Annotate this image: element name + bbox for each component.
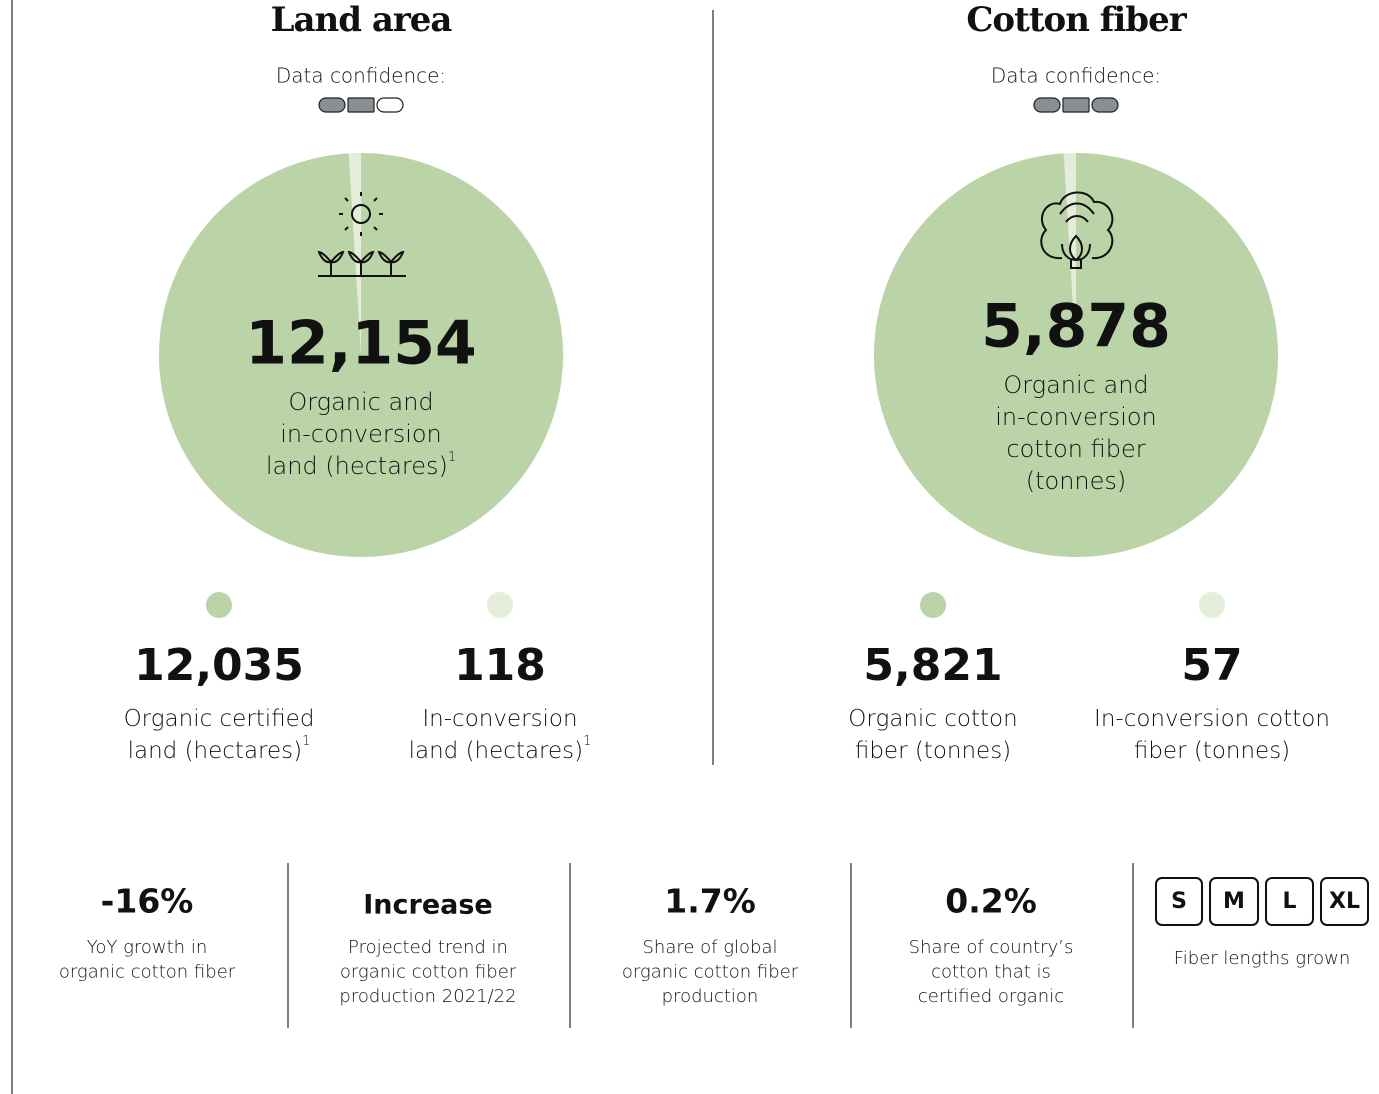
panel-title: Cotton fiber <box>966 0 1187 40</box>
total-value: 12,154 <box>245 309 477 379</box>
fiber-length-label: S <box>1171 889 1187 914</box>
caption-text: organic cotton fiber <box>622 962 799 983</box>
confidence-segment <box>376 97 404 113</box>
stat-value: 0.2% <box>945 882 1037 921</box>
caption-line: Organic and <box>1003 371 1148 399</box>
fiber-length-box <box>1209 877 1259 926</box>
caption-text: Organic and <box>1003 371 1148 399</box>
caption-text: Organic and <box>288 388 433 416</box>
fiber-length-label: L <box>1282 889 1296 914</box>
pie-slice <box>159 153 564 557</box>
cotton-icon <box>1040 191 1114 269</box>
caption-text: In-conversion <box>422 706 577 732</box>
caption-text: YoY growth in <box>87 937 207 958</box>
panel-title: Land area <box>271 0 453 40</box>
caption-text: Share of country’s <box>909 937 1074 958</box>
caption-line: In-conversion cotton <box>1094 706 1330 732</box>
caption-text: fiber (tonnes) <box>855 738 1011 764</box>
confidence-label: Data confidence: <box>991 64 1161 88</box>
caption-line: Share of global <box>642 937 777 958</box>
confidence-label: Data confidence: <box>276 64 446 88</box>
confidence-segment <box>347 97 375 113</box>
footnote: 1 <box>302 734 310 749</box>
caption-text: production <box>662 986 759 1007</box>
caption-line: fiber (tonnes) <box>1134 738 1290 764</box>
caption-text: Organic cotton <box>848 706 1017 732</box>
legend-dot <box>1199 592 1225 618</box>
caption-line: cotton fiber <box>1006 435 1145 463</box>
caption-line: land (hectares)1 <box>266 450 456 481</box>
stat-value: -16% <box>101 882 194 921</box>
fiber-length-box <box>1155 877 1203 926</box>
stat-value: 1.7% <box>664 882 756 921</box>
caption-line: production <box>662 986 759 1007</box>
caption-line: certified organic <box>918 986 1064 1007</box>
caption-text: certified organic <box>918 986 1064 1007</box>
confidence-segment <box>1062 97 1090 113</box>
caption-line: Projected trend in <box>348 937 508 958</box>
caption-text: fiber (tonnes) <box>1134 738 1290 764</box>
caption-text: land (hectares) <box>409 738 584 764</box>
caption-text: cotton fiber <box>1006 435 1145 463</box>
caption-text: (tonnes) <box>1026 467 1127 495</box>
legend-dot <box>487 592 513 618</box>
caption-line: (tonnes) <box>1026 467 1127 495</box>
part-value: 12,035 <box>134 640 304 691</box>
legend-dot <box>920 592 946 618</box>
caption-line: production 2021/22 <box>339 986 516 1007</box>
stat-value: Increase <box>363 890 493 921</box>
sun-sprout-icon <box>317 192 406 277</box>
caption-text: land (hectares) <box>266 452 448 480</box>
confidence-segment <box>1091 97 1119 113</box>
caption-line: fiber (tonnes) <box>855 738 1011 764</box>
caption-line: In-conversion <box>422 706 577 732</box>
caption-line: organic cotton fiber <box>340 962 517 983</box>
caption-text: organic cotton fiber <box>340 962 517 983</box>
footnote: 1 <box>448 450 456 465</box>
caption-text: land (hectares) <box>128 738 303 764</box>
caption-text: in-conversion <box>995 403 1157 431</box>
caption-text: Organic certified <box>124 706 315 732</box>
fiber-length-box <box>1265 877 1314 926</box>
legend-dot <box>206 592 232 618</box>
caption-line: Share of country’s <box>909 937 1074 958</box>
caption-line: land (hectares)1 <box>409 734 592 764</box>
caption-text: cotton that is <box>931 962 1051 983</box>
caption-text: in-conversion <box>280 420 442 448</box>
pie-slice <box>874 153 1279 557</box>
caption-line: Organic and <box>288 388 433 416</box>
caption-line: Organic certified <box>124 706 315 732</box>
caption-line: in-conversion <box>995 403 1157 431</box>
caption-text: Share of global <box>642 937 777 958</box>
total-value: 5,878 <box>981 292 1171 362</box>
confidence-segment <box>1033 97 1061 113</box>
fiber-length-label: XL <box>1329 889 1360 914</box>
part-value: 118 <box>454 640 546 691</box>
footnote: 1 <box>583 734 591 749</box>
part-value: 5,821 <box>863 640 1002 691</box>
caption-line: YoY growth in <box>87 937 207 958</box>
fiber-length-box <box>1320 877 1369 926</box>
caption-text: Projected trend in <box>348 937 508 958</box>
icons <box>317 191 1114 277</box>
fiber-lengths-caption: Fiber lengths grown <box>1174 948 1350 969</box>
confidence-segment <box>318 97 346 113</box>
fiber-length-label: M <box>1223 889 1245 914</box>
caption-line: cotton that is <box>931 962 1051 983</box>
part-value: 57 <box>1181 640 1242 691</box>
caption-text: production 2021/22 <box>339 986 516 1007</box>
caption-line: in-conversion <box>280 420 442 448</box>
caption-line: land (hectares)1 <box>128 734 311 764</box>
caption-text: organic cotton fiber <box>59 962 236 983</box>
caption-text: In-conversion cotton <box>1094 706 1330 732</box>
caption-line: Organic cotton <box>848 706 1017 732</box>
caption-line: organic cotton fiber <box>622 962 799 983</box>
caption-line: organic cotton fiber <box>59 962 236 983</box>
